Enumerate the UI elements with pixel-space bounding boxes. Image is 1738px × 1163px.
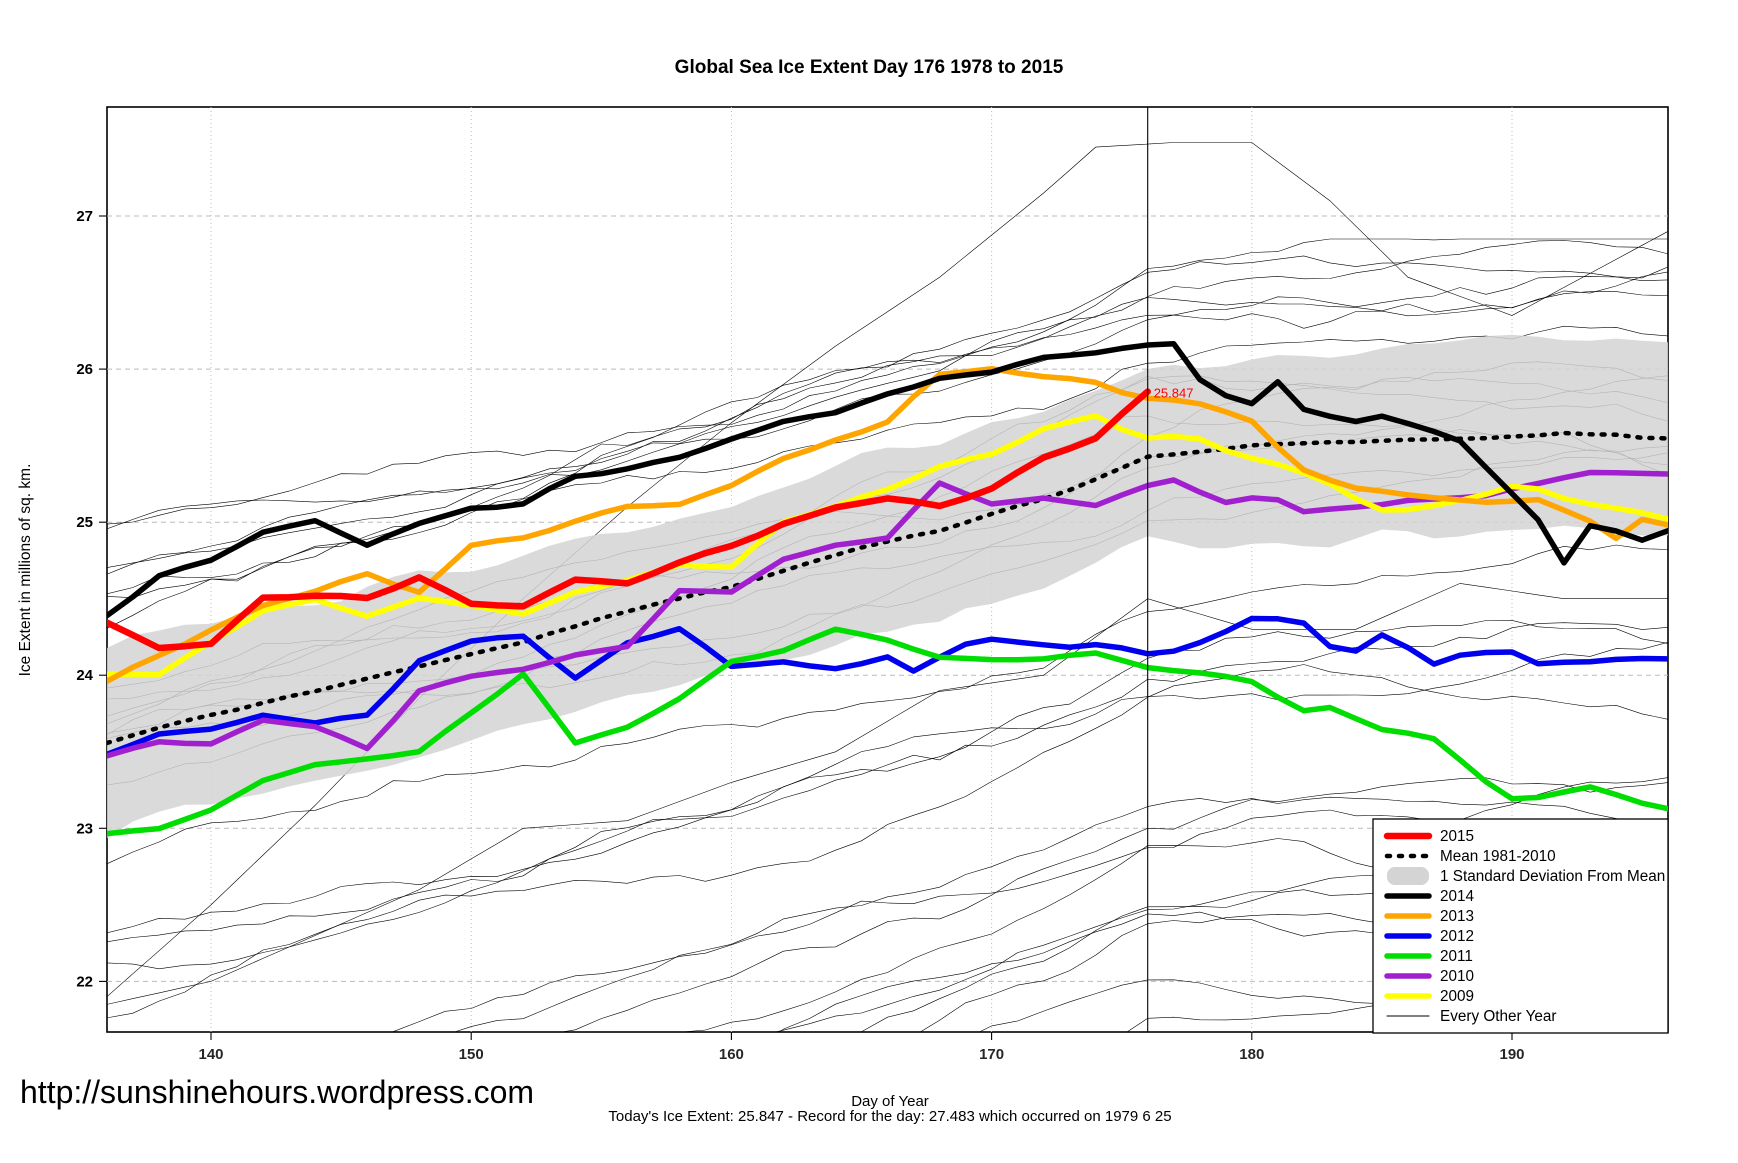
svg-text:26: 26 — [76, 361, 93, 378]
svg-text:22: 22 — [76, 973, 93, 990]
svg-text:2011: 2011 — [1440, 948, 1473, 965]
svg-text:Mean 1981-2010: Mean 1981-2010 — [1440, 848, 1556, 865]
svg-text:2010: 2010 — [1440, 968, 1474, 985]
svg-text:Ice Extent in millions of sq.: Ice Extent in millions of sq. km. — [17, 464, 34, 677]
svg-text:2014: 2014 — [1440, 888, 1475, 905]
svg-text:2013: 2013 — [1440, 908, 1474, 925]
svg-text:25: 25 — [76, 514, 93, 531]
svg-text:2012: 2012 — [1440, 928, 1474, 945]
svg-text:2009: 2009 — [1440, 988, 1474, 1005]
svg-text:190: 190 — [1499, 1046, 1524, 1063]
svg-text:160: 160 — [719, 1046, 744, 1063]
svg-text:140: 140 — [198, 1046, 223, 1063]
svg-text:170: 170 — [979, 1046, 1004, 1063]
svg-text:Every Other Year: Every Other Year — [1440, 1008, 1557, 1025]
svg-text:180: 180 — [1239, 1046, 1264, 1063]
svg-text:150: 150 — [459, 1046, 484, 1063]
svg-text:24: 24 — [76, 667, 93, 684]
svg-text:2015: 2015 — [1440, 828, 1474, 845]
svg-text:1 Standard Deviation From Mean: 1 Standard Deviation From Mean — [1440, 868, 1665, 885]
svg-text:25.847: 25.847 — [1154, 386, 1194, 401]
svg-text:27: 27 — [76, 208, 93, 225]
svg-text:23: 23 — [76, 820, 93, 837]
svg-text:Global Sea Ice Extent Day 176: Global Sea Ice Extent Day 176 1978 to 20… — [675, 57, 1064, 78]
